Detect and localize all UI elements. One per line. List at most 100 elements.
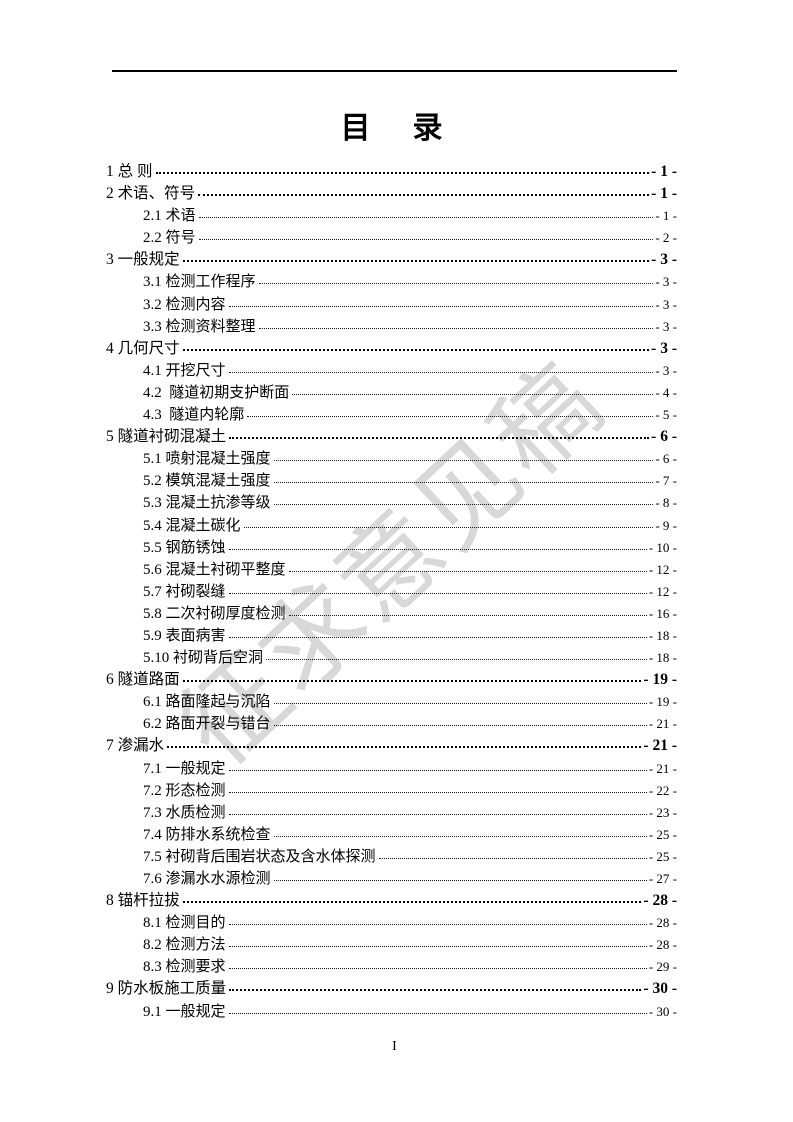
toc-page-number: - 28 - (648, 937, 677, 953)
toc-entry[interactable]: 7.2 形态检测 - 22 - (106, 781, 677, 803)
toc-entry[interactable]: 3.2 检测内容 - 3 - (106, 295, 677, 317)
toc-entry-label: 7.4 防排水系统检查 (143, 826, 271, 843)
toc-dot-leader (228, 1012, 647, 1014)
toc-page-number: - 4 - (655, 384, 677, 400)
toc-entry[interactable]: 5.1 喷射混凝土强度 - 6 - (106, 449, 677, 471)
toc-entry[interactable]: 5 隧道衬砌混凝土 - 6 - (106, 427, 677, 449)
toc-entry[interactable]: 7.6 渗漏水水源检测 - 27 - (106, 869, 677, 891)
toc-entry[interactable]: 6.1 路面隆起与沉陷 - 19 - (106, 692, 677, 714)
toc-entry[interactable]: 3.1 检测工作程序 - 3 - (106, 272, 677, 294)
toc-page-number: - 8 - (655, 495, 677, 511)
toc-entry[interactable]: 5.4 混凝土碳化 - 9 - (106, 516, 677, 538)
toc-dot-leader (228, 636, 647, 638)
toc-dot-leader (273, 725, 647, 727)
toc-entry-label: 5.3 混凝土抗渗等级 (143, 495, 271, 512)
toc-entry[interactable]: 9 防水板施工质量 - 30 - (106, 979, 677, 1001)
toc-entry[interactable]: 2 术语、符号 - 1 - (106, 184, 677, 206)
toc-page-number: - 3 - (655, 318, 677, 334)
toc-entry-label: 4.1 开挖尺寸 (143, 362, 226, 379)
toc-page-number: - 29 - (648, 959, 677, 975)
toc-dot-leader (198, 239, 654, 241)
toc-dot-leader (228, 592, 647, 594)
toc-entry-label: 4.3 隧道内轮廓 (143, 407, 245, 424)
toc-entry[interactable]: 2.2 符号 - 2 - (106, 228, 677, 250)
toc-page-number: - 3 - (655, 362, 677, 378)
toc-entry[interactable]: 7.4 防排水系统检查 - 25 - (106, 825, 677, 847)
toc-entry[interactable]: 8.1 检测目的 - 28 - (106, 913, 677, 935)
toc-entry[interactable]: 5.10 衬砌背后空洞 - 18 - (106, 648, 677, 670)
toc-entry[interactable]: 4.2 隧道初期支护断面 - 4 - (106, 383, 677, 405)
toc-entry[interactable]: 8.2 检测方法 - 28 - (106, 935, 677, 957)
toc-page-number: - 3 - (655, 296, 677, 312)
toc-page-number: - 6 - (651, 428, 677, 446)
toc-entry[interactable]: 7.3 水质检测 - 23 - (106, 803, 677, 825)
toc-page-number: - 21 - (648, 760, 677, 776)
toc-entry-label: 7.2 形态检测 (143, 782, 226, 799)
toc-entry[interactable]: 6.2 路面开裂与错台 - 21 - (106, 714, 677, 736)
toc-dot-leader (273, 835, 647, 837)
toc-entry[interactable]: 8 锚杆拉拔 - 28 - (106, 891, 677, 913)
toc-entry[interactable]: 5.9 表面病害 - 18 - (106, 626, 677, 648)
toc-entry[interactable]: 7.5 衬砌背后围岩状态及含水体探测 - 25 - (106, 847, 677, 869)
toc-entry[interactable]: 7.1 一般规定 - 21 - (106, 759, 677, 781)
toc-entry-label: 8.1 检测目的 (143, 915, 226, 932)
toc-entry[interactable]: 5.5 钢筋锈蚀 - 10 - (106, 538, 677, 560)
toc-entry-label: 7.6 渗漏水水源检测 (143, 871, 271, 887)
toc-page-number: - 1 - (651, 163, 677, 180)
toc-page-number: - 10 - (648, 539, 677, 555)
toc-entry[interactable]: 5.7 衬砌裂缝 - 12 - (106, 582, 677, 604)
toc-entry[interactable]: 9.1 一般规定 - 30 - (106, 1002, 677, 1024)
toc-entry[interactable]: 6 隧道路面 - 19 - (106, 670, 677, 692)
toc-entry-label: 8 锚杆拉拔 (106, 892, 180, 910)
toc-entry[interactable]: 3 一般规定 - 3 - (106, 250, 677, 272)
toc-page-number: - 3 - (651, 339, 677, 357)
toc-entry[interactable]: 5.3 混凝土抗渗等级 - 8 - (106, 493, 677, 515)
toc-entry[interactable]: 4.1 开挖尺寸 - 3 - (106, 361, 677, 383)
toc-entry[interactable]: 4 几何尺寸 - 3 - (106, 339, 677, 361)
toc-page-number: - 28 - (648, 915, 677, 931)
toc-dot-leader (273, 504, 654, 506)
toc-page-number: - 1 - (655, 208, 677, 224)
toc-list: 1 总 则 - 1 - 2 术语、符号 - 1 - 2.1 术语 - 1 - 2.2 符号 -… (106, 162, 677, 1024)
toc-entry-label: 5.8 二次衬砌厚度检测 (143, 605, 286, 622)
toc-dot-leader (228, 968, 647, 970)
toc-dot-leader (378, 857, 647, 859)
toc-page-number: - 2 - (655, 230, 677, 246)
toc-entry[interactable]: 4.3 隧道内轮廓 - 5 - (106, 405, 677, 427)
toc-page-number: - 9 - (655, 517, 677, 533)
toc-entry[interactable]: 5.2 模筑混凝土强度 - 7 - (106, 471, 677, 493)
toc-dot-leader (292, 393, 654, 395)
toc-entry[interactable]: 8.3 检测要求 - 29 - (106, 957, 677, 979)
toc-entry-label: 5 隧道衬砌混凝土 (106, 428, 227, 446)
toc-entry-label: 3.2 检测内容 (143, 296, 226, 313)
toc-entry-label: 9.1 一般规定 (143, 1003, 226, 1020)
toc-entry[interactable]: 5.8 二次衬砌厚度检测 - 16 - (106, 604, 677, 626)
toc-dot-leader (167, 746, 642, 749)
toc-entry-label: 5.7 衬砌裂缝 (143, 583, 226, 600)
toc-entry-label: 4.2 隧道初期支护断面 (143, 384, 290, 401)
toc-page-number: - 23 - (648, 804, 677, 820)
toc-entry[interactable]: 7 渗漏水 - 21 - (106, 736, 677, 758)
toc-entry-label: 7.1 一般规定 (143, 760, 226, 777)
toc-page-number: - 7 - (655, 473, 677, 489)
toc-page-number: - 19 - (648, 694, 677, 710)
toc-page-number: - 3 - (651, 251, 677, 269)
toc-entry[interactable]: 2.1 术语 - 1 - (106, 206, 677, 228)
toc-entry[interactable]: 1 总 则 - 1 - (106, 162, 677, 184)
toc-dot-leader (182, 680, 642, 683)
footer-page-number: I (392, 1039, 397, 1054)
toc-dot-leader (228, 813, 647, 815)
toc-entry-label: 5.6 混凝土衬砌平整度 (143, 561, 286, 578)
toc-page-number: - 27 - (648, 871, 677, 886)
toc-dot-leader (155, 172, 650, 174)
toc-page-number: - 19 - (643, 671, 677, 689)
toc-entry[interactable]: 3.3 检测资料整理 - 3 - (106, 317, 677, 339)
toc-entry-label: 8.3 检测要求 (143, 959, 226, 976)
toc-dot-leader (228, 924, 647, 926)
toc-entry-label: 7.5 衬砌背后围岩状态及含水体探测 (143, 848, 376, 865)
toc-entry-label: 5.10 衬砌背后空洞 (143, 650, 264, 667)
toc-entry[interactable]: 5.6 混凝土衬砌平整度 - 12 - (106, 560, 677, 582)
toc-dot-leader (229, 437, 650, 440)
toc-entry-label: 8.2 检测方法 (143, 937, 226, 954)
